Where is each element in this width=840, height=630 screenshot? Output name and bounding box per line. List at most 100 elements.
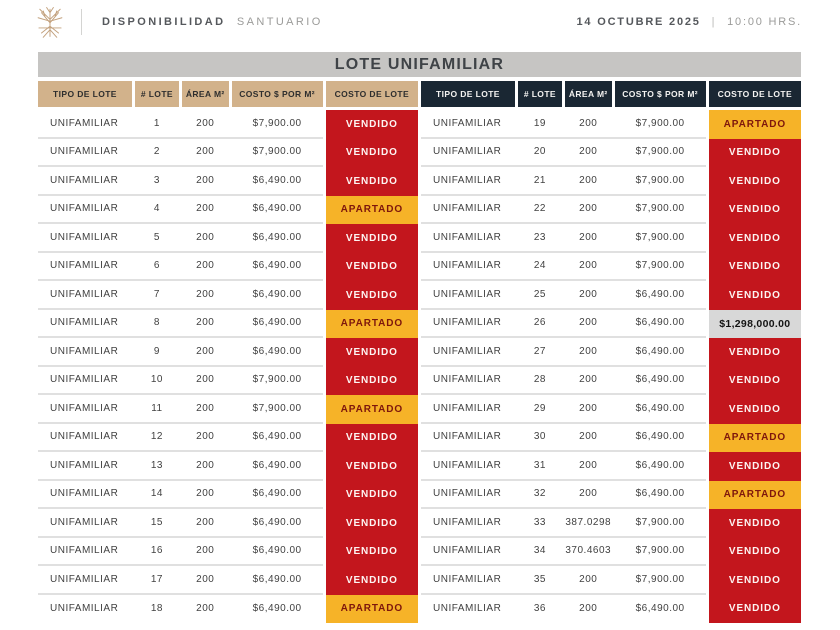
cell-costo-por-m2: $7,900.00 bbox=[635, 260, 685, 272]
cell-area-m2: 200 bbox=[196, 174, 215, 186]
cell-tipo-de-lote: UNIFAMILIAR bbox=[433, 603, 502, 615]
cell-area-m2: 200 bbox=[196, 402, 215, 414]
table-row: UNIFAMILIAR 20 200 $7,900.00 VENDIDO bbox=[421, 138, 801, 167]
status-badge: VENDIDO bbox=[708, 537, 801, 566]
table-row: UNIFAMILIAR 15 200 $6,490.00 VENDIDO bbox=[38, 509, 418, 538]
cell-tipo-de-lote: UNIFAMILIAR bbox=[50, 573, 119, 585]
lots-table-left: TIPO DE LOTE # LOTE ÁREA M² COSTO $ POR … bbox=[38, 81, 418, 623]
cell-area-m2: 200 bbox=[196, 117, 215, 129]
status-badge: VENDIDO bbox=[708, 338, 801, 367]
table-row: UNIFAMILIAR 31 200 $6,490.00 VENDIDO bbox=[421, 452, 801, 481]
cell-num-lote: 2 bbox=[153, 146, 160, 158]
table-row: UNIFAMILIAR 16 200 $6,490.00 VENDIDO bbox=[38, 537, 418, 566]
cell-num-lote: 11 bbox=[151, 402, 163, 414]
cell-costo-por-m2: $6,490.00 bbox=[252, 516, 302, 528]
col-header-costo-de-lote: COSTO DE LOTE bbox=[708, 81, 801, 107]
cell-num-lote: 5 bbox=[153, 231, 160, 243]
status-badge: APARTADO bbox=[325, 594, 418, 623]
table-row: UNIFAMILIAR 21 200 $7,900.00 VENDIDO bbox=[421, 167, 801, 196]
status-badge: VENDIDO bbox=[325, 452, 418, 481]
availability-board: LOTE UNIFAMILIAR TIPO DE LOTE # LOTE ÁRE… bbox=[38, 52, 801, 623]
cell-area-m2: 200 bbox=[196, 573, 215, 585]
cell-num-lote: 31 bbox=[533, 459, 546, 471]
cell-costo-por-m2: $6,490.00 bbox=[635, 488, 685, 500]
cell-num-lote: 27 bbox=[533, 345, 546, 357]
cell-num-lote: 7 bbox=[153, 288, 160, 300]
table-row: UNIFAMILIAR 23 200 $7,900.00 VENDIDO bbox=[421, 224, 801, 253]
cell-tipo-de-lote: UNIFAMILIAR bbox=[433, 260, 502, 272]
cell-area-m2: 200 bbox=[196, 317, 215, 329]
cell-tipo-de-lote: UNIFAMILIAR bbox=[433, 288, 502, 300]
table-body-right: UNIFAMILIAR 19 200 $7,900.00 APARTADO UN… bbox=[421, 110, 801, 623]
table-row: UNIFAMILIAR 30 200 $6,490.00 APARTADO bbox=[421, 423, 801, 452]
cell-tipo-de-lote: UNIFAMILIAR bbox=[433, 431, 502, 443]
status-badge: APARTADO bbox=[325, 195, 418, 224]
cell-costo-por-m2: $6,490.00 bbox=[635, 374, 685, 386]
cell-num-lote: 10 bbox=[150, 374, 163, 386]
col-header-costo-por-m2: COSTO $ POR M² bbox=[231, 81, 323, 107]
cell-num-lote: 17 bbox=[150, 573, 163, 585]
cell-costo-por-m2: $6,490.00 bbox=[252, 488, 302, 500]
cell-tipo-de-lote: UNIFAMILIAR bbox=[50, 374, 119, 386]
cell-costo-por-m2: $7,900.00 bbox=[635, 117, 685, 129]
cell-costo-por-m2: $7,900.00 bbox=[635, 231, 685, 243]
cell-costo-por-m2: $7,900.00 bbox=[635, 146, 685, 158]
table-row: UNIFAMILIAR 33 387.0298 $7,900.00 VENDID… bbox=[421, 509, 801, 538]
cell-num-lote: 12 bbox=[150, 431, 163, 443]
cell-num-lote: 26 bbox=[533, 317, 546, 329]
cell-tipo-de-lote: UNIFAMILIAR bbox=[50, 260, 119, 272]
table-row: UNIFAMILIAR 3 200 $6,490.00 VENDIDO bbox=[38, 167, 418, 196]
status-badge: VENDIDO bbox=[325, 138, 418, 167]
app-title: DISPONIBILIDAD SANTUARIO bbox=[102, 16, 323, 28]
table-row: UNIFAMILIAR 14 200 $6,490.00 VENDIDO bbox=[38, 480, 418, 509]
status-badge: APARTADO bbox=[708, 110, 801, 139]
cell-tipo-de-lote: UNIFAMILIAR bbox=[433, 317, 502, 329]
cell-tipo-de-lote: UNIFAMILIAR bbox=[50, 516, 119, 528]
status-badge: VENDIDO bbox=[708, 509, 801, 538]
status-badge: $1,298,000.00 bbox=[708, 309, 801, 338]
cell-area-m2: 200 bbox=[196, 488, 215, 500]
col-header-num-lote: # LOTE bbox=[517, 81, 562, 107]
date-label: 14 OCTUBRE 2025 bbox=[576, 16, 701, 28]
col-header-area-m2: ÁREA M² bbox=[181, 81, 229, 107]
cell-num-lote: 4 bbox=[153, 203, 160, 215]
cell-costo-por-m2: $6,490.00 bbox=[635, 402, 685, 414]
cell-num-lote: 3 bbox=[153, 174, 160, 186]
cell-area-m2: 387.0298 bbox=[565, 516, 612, 528]
table-body-left: UNIFAMILIAR 1 200 $7,900.00 VENDIDO UNIF… bbox=[38, 110, 418, 623]
cell-costo-por-m2: $6,490.00 bbox=[252, 174, 302, 186]
table-row: UNIFAMILIAR 5 200 $6,490.00 VENDIDO bbox=[38, 224, 418, 253]
status-badge: VENDIDO bbox=[708, 594, 801, 623]
cell-num-lote: 9 bbox=[153, 345, 160, 357]
table-row: UNIFAMILIAR 18 200 $6,490.00 APARTADO bbox=[38, 594, 418, 623]
status-badge: VENDIDO bbox=[708, 167, 801, 196]
table-row: UNIFAMILIAR 28 200 $6,490.00 VENDIDO bbox=[421, 366, 801, 395]
cell-costo-por-m2: $6,490.00 bbox=[252, 203, 302, 215]
cell-num-lote: 8 bbox=[153, 317, 160, 329]
brand-primary: DISPONIBILIDAD bbox=[102, 16, 226, 28]
cell-costo-por-m2: $6,490.00 bbox=[635, 459, 685, 471]
cell-num-lote: 24 bbox=[533, 260, 546, 272]
cell-costo-por-m2: $6,490.00 bbox=[635, 288, 685, 300]
status-badge: VENDIDO bbox=[325, 423, 418, 452]
cell-area-m2: 200 bbox=[196, 431, 215, 443]
cell-num-lote: 16 bbox=[150, 545, 163, 557]
cell-area-m2: 200 bbox=[579, 374, 598, 386]
cell-costo-por-m2: $6,490.00 bbox=[252, 431, 302, 443]
cell-tipo-de-lote: UNIFAMILIAR bbox=[50, 459, 119, 471]
cell-num-lote: 36 bbox=[533, 603, 546, 615]
table-row: UNIFAMILIAR 10 200 $7,900.00 VENDIDO bbox=[38, 366, 418, 395]
cell-costo-por-m2: $7,900.00 bbox=[252, 374, 302, 386]
table-header-right: TIPO DE LOTE # LOTE ÁREA M² COSTO $ POR … bbox=[421, 81, 801, 107]
cell-area-m2: 200 bbox=[579, 345, 598, 357]
table-row: UNIFAMILIAR 34 370.4603 $7,900.00 VENDID… bbox=[421, 537, 801, 566]
status-badge: VENDIDO bbox=[708, 395, 801, 424]
table-row: UNIFAMILIAR 36 200 $6,490.00 VENDIDO bbox=[421, 594, 801, 623]
cell-area-m2: 200 bbox=[579, 402, 598, 414]
cell-area-m2: 200 bbox=[579, 260, 598, 272]
cell-tipo-de-lote: UNIFAMILIAR bbox=[50, 203, 119, 215]
status-badge: VENDIDO bbox=[325, 537, 418, 566]
cell-area-m2: 200 bbox=[196, 603, 215, 615]
table-row: UNIFAMILIAR 32 200 $6,490.00 APARTADO bbox=[421, 480, 801, 509]
table-row: UNIFAMILIAR 25 200 $6,490.00 VENDIDO bbox=[421, 281, 801, 310]
